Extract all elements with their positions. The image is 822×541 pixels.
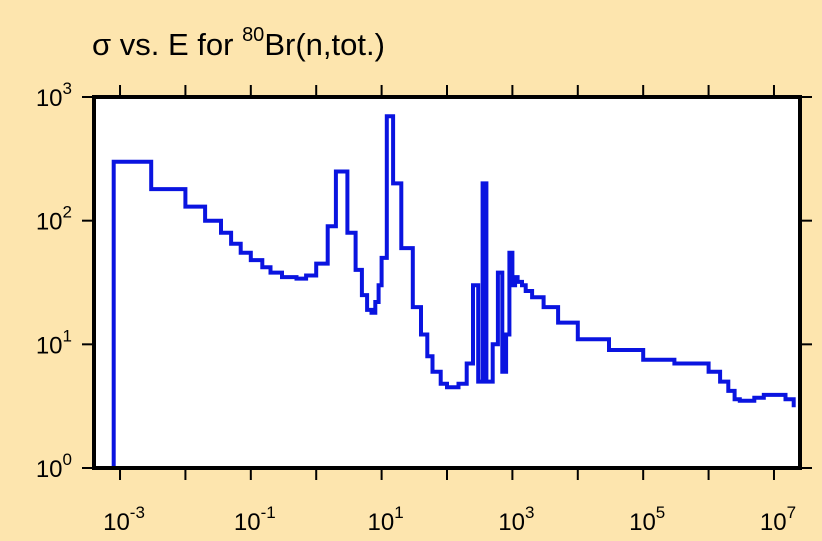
- y-tick-label-base: 10: [36, 85, 63, 112]
- y-tick-label: 101: [36, 326, 72, 359]
- y-tick-label-exponent: 3: [63, 79, 72, 98]
- x-tick-label-exponent: 3: [525, 503, 534, 522]
- x-tick-label-base: 10: [629, 509, 656, 536]
- x-tick-label: 107: [760, 503, 796, 536]
- y-tick-label-exponent: 0: [63, 450, 72, 469]
- x-tick-label: 10-3: [103, 503, 145, 536]
- x-tick-label: 103: [498, 503, 534, 536]
- title-suffix: Br(n,tot.): [264, 27, 385, 62]
- title-prefix: σ vs. E for: [92, 27, 242, 62]
- x-tick-label-exponent: 7: [787, 503, 796, 522]
- x-tick-label-base: 10: [368, 509, 395, 536]
- x-tick-label-base: 10: [103, 509, 130, 536]
- x-tick-label-base: 10: [498, 509, 525, 536]
- y-tick-label: 103: [36, 79, 72, 112]
- x-tick-label: 10-1: [234, 503, 276, 536]
- x-tick-label: 105: [629, 503, 665, 536]
- x-tick-label-exponent: -3: [130, 503, 145, 522]
- y-tick-label-base: 10: [36, 456, 63, 483]
- chart-title: σ vs. E for 80Br(n,tot.): [92, 24, 385, 62]
- x-tick-label-base: 10: [760, 509, 787, 536]
- x-tick-label-exponent: -1: [261, 503, 276, 522]
- x-tick-label-exponent: 5: [656, 503, 665, 522]
- y-tick-label-base: 10: [36, 209, 63, 236]
- x-tick-label: 101: [368, 503, 404, 536]
- series-line: [111, 114, 796, 468]
- plot-frame: [92, 95, 802, 470]
- y-tick-label-exponent: 1: [63, 326, 72, 345]
- y-tick-label: 100: [36, 450, 72, 483]
- plot-area: [94, 97, 800, 468]
- y-tick-label-exponent: 2: [63, 203, 72, 222]
- x-tick-labels: 10-3 10-1 101 103 105 107: [103, 503, 796, 536]
- y-tick-label-base: 10: [36, 332, 63, 359]
- x-tick-label-exponent: 1: [394, 503, 403, 522]
- y-tick-label: 102: [36, 203, 72, 236]
- title-superscript: 80: [242, 24, 264, 46]
- x-tick-label-base: 10: [234, 509, 261, 536]
